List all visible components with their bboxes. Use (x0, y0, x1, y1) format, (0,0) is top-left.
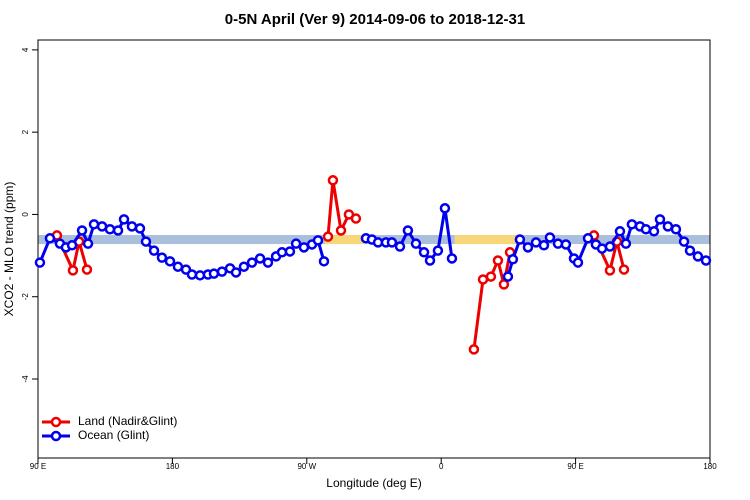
data-point (700, 255, 712, 266)
y-tick-label: 4 (21, 47, 30, 52)
x-tick-label: 90 E (30, 462, 46, 471)
x-tick-label: 90 W (297, 462, 316, 471)
data-point (76, 225, 88, 236)
series-line (55, 178, 626, 350)
data-point (544, 232, 556, 243)
legend-label: Ocean (Glint) (78, 428, 149, 442)
data-point (507, 254, 519, 265)
data-point (284, 246, 296, 257)
x-tick-label: 180 (703, 462, 717, 471)
data-point (230, 267, 242, 278)
data-point (485, 271, 497, 282)
data-point (88, 219, 100, 230)
legend-marker (50, 430, 62, 442)
data-point (618, 264, 630, 275)
data-point (514, 234, 526, 245)
data-point (172, 261, 184, 272)
plot-frame (37, 39, 711, 459)
data-point (134, 223, 146, 234)
x-tick-label: 90 E (567, 462, 583, 471)
data-point (498, 279, 510, 290)
data-point (560, 239, 572, 250)
data-point (492, 255, 504, 266)
data-point (692, 251, 704, 262)
data-point (254, 253, 266, 264)
data-point (186, 269, 198, 280)
reference-band (454, 235, 516, 245)
y-tick-label: 0 (21, 212, 30, 217)
data-point (322, 231, 334, 242)
data-point (654, 214, 666, 225)
data-point (66, 240, 78, 251)
data-point (216, 266, 228, 277)
reference-band (324, 235, 366, 245)
data-point (148, 245, 160, 256)
y-axis-label: XCO2 - MLO trend (ppm) (2, 182, 16, 317)
data-point (684, 245, 696, 256)
data-point (418, 247, 430, 258)
data-point (670, 224, 682, 235)
data-point (118, 214, 130, 225)
data-point (290, 238, 302, 249)
data-point (502, 271, 514, 282)
y-tick-label: -4 (21, 375, 30, 383)
data-point (164, 256, 176, 267)
x-axis-label: Longitude (deg E) (326, 476, 421, 490)
data-point (34, 257, 46, 268)
data-point (44, 233, 56, 244)
data-point (327, 175, 339, 186)
data-point (298, 242, 310, 253)
y-tick-label: -2 (21, 293, 30, 301)
chart-title: 0-5N April (Ver 9) 2014-09-06 to 2018-12… (225, 11, 525, 28)
data-point (446, 253, 458, 264)
data-point (82, 238, 94, 249)
legend-marker (50, 416, 62, 428)
data-point (402, 225, 414, 236)
data-point (104, 224, 116, 235)
data-point (432, 245, 444, 256)
x-tick-label: 180 (166, 462, 180, 471)
data-point (522, 242, 534, 253)
data-point (246, 257, 258, 268)
data-point (350, 213, 362, 224)
data-point (394, 241, 406, 252)
data-point (126, 221, 138, 232)
legend-label: Land (Nadir&Glint) (78, 414, 177, 428)
data-point (238, 261, 250, 272)
data-point (156, 252, 168, 263)
data-point (614, 226, 626, 237)
data-point (208, 268, 220, 279)
data-point (572, 257, 584, 268)
data-point (620, 238, 632, 249)
y-tick-label: 2 (21, 129, 30, 134)
data-point (640, 224, 652, 235)
data-point (662, 221, 674, 232)
data-point (626, 219, 638, 230)
data-point (67, 265, 79, 276)
data-point (468, 344, 480, 355)
data-point (582, 233, 594, 244)
data-point (678, 236, 690, 247)
data-point (604, 241, 616, 252)
data-point (140, 236, 152, 247)
data-point (81, 264, 93, 275)
data-point (312, 235, 324, 246)
data-point (604, 265, 616, 276)
data-point (112, 225, 124, 236)
data-point (648, 226, 660, 237)
data-point (262, 257, 274, 268)
data-point (538, 240, 550, 251)
data-point (424, 255, 436, 266)
data-point (410, 238, 422, 249)
data-point (335, 225, 347, 236)
x-tick-label: 0 (439, 462, 444, 471)
data-point (318, 256, 330, 267)
data-point (439, 203, 451, 214)
data-point (386, 237, 398, 248)
